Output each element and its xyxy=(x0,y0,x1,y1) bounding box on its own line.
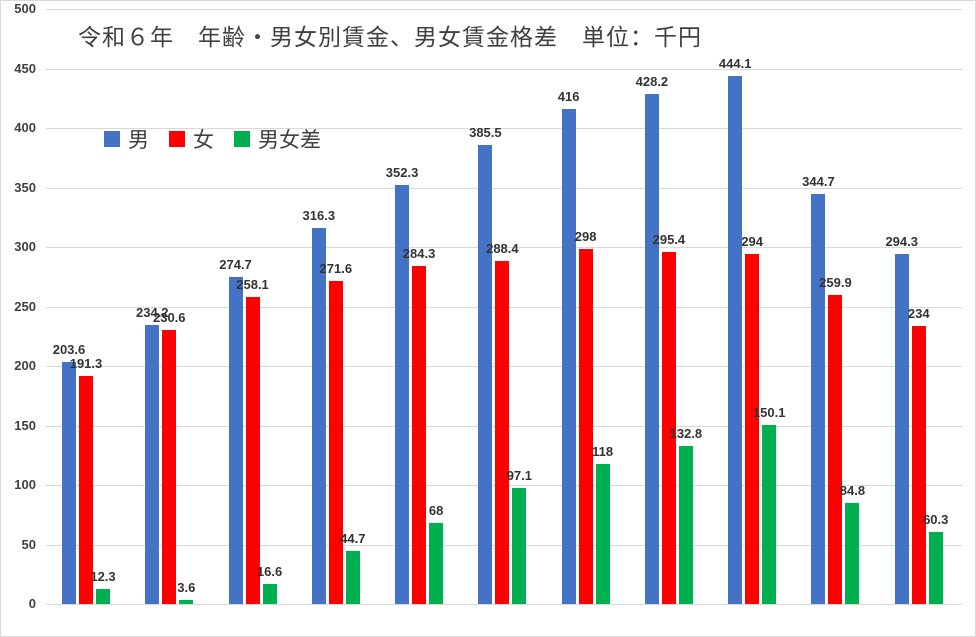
data-label: 316.3 xyxy=(302,207,336,223)
legend: 男 女 男女差 xyxy=(104,124,341,154)
data-label: 191.3 xyxy=(69,356,103,372)
data-label: 294.3 xyxy=(885,233,918,249)
bar-gap xyxy=(928,532,943,604)
bar-gap xyxy=(845,503,860,604)
bar-male xyxy=(62,361,76,604)
bar-female xyxy=(495,260,510,604)
bar-female xyxy=(79,376,93,604)
y-tick-label: 250 xyxy=(14,298,36,314)
y-tick-label: 350 xyxy=(14,179,36,195)
data-label: 118 xyxy=(592,443,614,459)
chart-title: 令和６年 年齢・男女別賃金、男女賃金格差 単位：千円 xyxy=(78,25,702,51)
bar-male xyxy=(894,253,909,604)
data-label: 288.4 xyxy=(486,240,519,256)
data-label: 12.3 xyxy=(90,569,116,585)
data-label: 352.3 xyxy=(385,164,419,180)
data-label: 132.8 xyxy=(669,425,703,441)
bar-gap xyxy=(595,463,610,604)
bar-male xyxy=(311,227,326,604)
gridline xyxy=(46,604,962,605)
bar-gap xyxy=(762,425,777,604)
bar-female xyxy=(328,280,343,604)
bar-gap xyxy=(262,584,277,604)
data-label: 84.8 xyxy=(839,483,866,499)
bar-gap xyxy=(512,488,527,604)
y-tick-label: 150 xyxy=(14,417,36,433)
data-label: 44.7 xyxy=(340,530,366,546)
legend-label: 女 xyxy=(193,128,214,152)
legend-item: 男 xyxy=(104,124,149,154)
bar-female xyxy=(911,325,926,604)
bar-female xyxy=(745,254,760,604)
legend-swatch-icon xyxy=(234,131,250,147)
y-tick-label: 500 xyxy=(14,1,36,16)
bar-female xyxy=(661,252,676,604)
data-label: 444.1 xyxy=(718,55,752,71)
data-label: 16.6 xyxy=(256,564,283,580)
bar-gap xyxy=(179,599,194,604)
y-tick-label: 50 xyxy=(21,536,36,552)
data-label: 258.1 xyxy=(236,276,269,292)
bar-male xyxy=(478,145,493,604)
data-label: 294 xyxy=(741,234,764,250)
y-tick-label: 300 xyxy=(14,239,36,254)
bar-gap xyxy=(345,550,360,604)
data-label: 234 xyxy=(907,305,930,321)
data-label: 60.3 xyxy=(923,512,949,528)
bar-gap xyxy=(96,589,110,604)
data-label: 203.6 xyxy=(52,341,86,357)
legend-label: 男 xyxy=(128,128,149,152)
bar-gap xyxy=(429,523,444,604)
bar-gap xyxy=(678,445,693,604)
data-label: 385.5 xyxy=(469,125,502,141)
bar-male xyxy=(561,108,576,604)
legend-item: 女 xyxy=(169,124,214,154)
y-tick-label: 450 xyxy=(14,60,36,76)
gridline xyxy=(46,68,962,70)
bar-female xyxy=(245,296,260,604)
bar-female xyxy=(578,249,593,604)
gridline xyxy=(46,187,962,189)
legend-label: 男女差 xyxy=(258,128,321,152)
legend-item: 男女差 xyxy=(234,124,321,154)
legend-swatch-icon xyxy=(104,131,120,147)
data-label: 428.2 xyxy=(635,74,669,90)
data-label: 271.6 xyxy=(319,260,353,276)
data-label: 274.7 xyxy=(219,257,252,273)
bar-male xyxy=(145,325,160,604)
data-label: 3.6 xyxy=(177,579,196,595)
y-tick-label: 400 xyxy=(14,120,36,135)
data-label: 259.9 xyxy=(819,274,852,290)
data-label: 416 xyxy=(557,88,580,104)
gridline xyxy=(46,128,962,129)
bar-male xyxy=(395,184,410,604)
bar-male xyxy=(644,94,659,604)
y-tick-label: 0 xyxy=(28,596,36,611)
legend-swatch-icon xyxy=(169,131,185,147)
gridline xyxy=(46,247,962,248)
data-label: 284.3 xyxy=(402,245,436,261)
bar-female xyxy=(828,294,843,604)
data-label: 97.1 xyxy=(506,468,533,484)
y-tick-label: 100 xyxy=(14,477,36,492)
gridline xyxy=(46,9,962,10)
data-label: 295.4 xyxy=(652,232,686,248)
data-label: 344.7 xyxy=(802,173,835,189)
data-label: 234.2 xyxy=(135,305,169,321)
data-label: 298 xyxy=(574,229,597,245)
bar-male xyxy=(811,193,826,604)
y-tick-label: 200 xyxy=(14,358,36,373)
plot-area: 203.6 191.3 12.3 234.2 230.6 3.6 274.7 258.1 16.… xyxy=(46,9,962,605)
data-label: 150.1 xyxy=(752,405,786,421)
data-label: 68 xyxy=(428,503,444,519)
bar-female xyxy=(162,329,177,604)
data-label: 230.6 xyxy=(152,309,186,325)
bar-female xyxy=(412,265,427,604)
bar-male xyxy=(228,277,243,604)
bar-male xyxy=(728,75,743,604)
